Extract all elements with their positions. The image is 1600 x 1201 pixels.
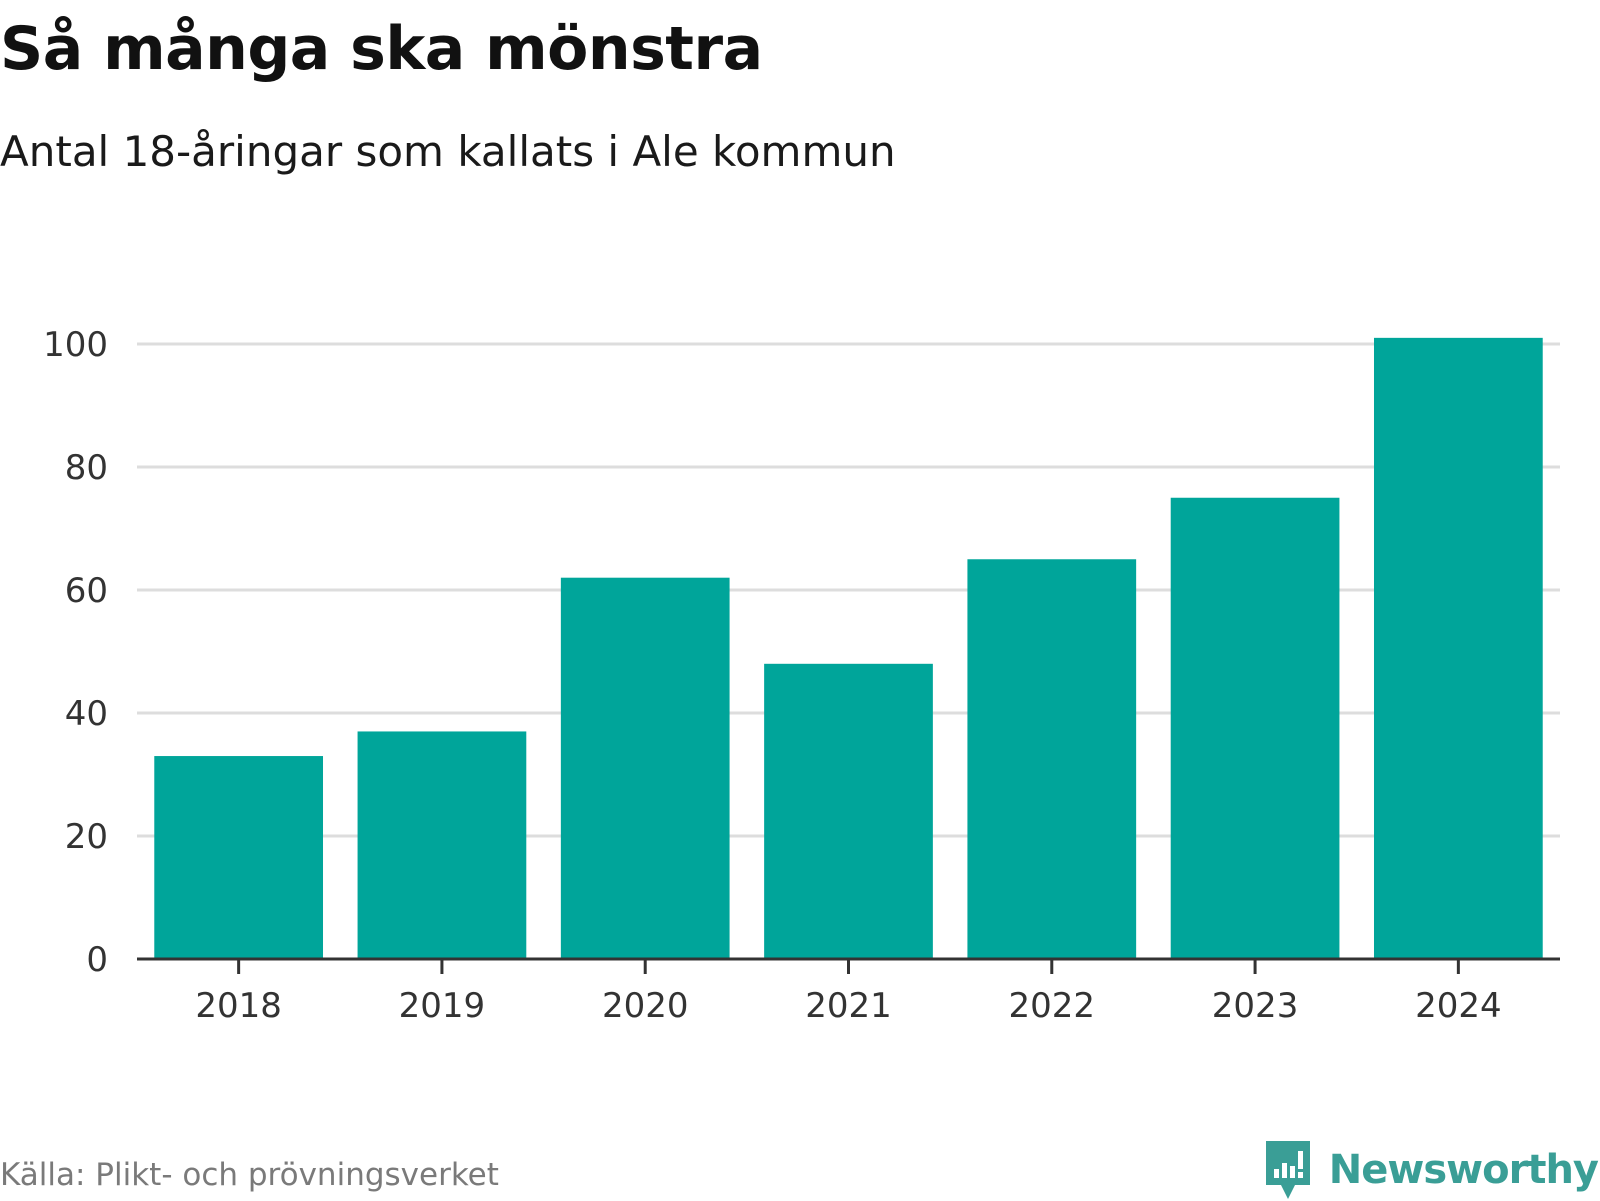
y-tick-label-60: 60 (65, 571, 108, 611)
x-tick-label-2024: 2024 (1415, 986, 1502, 1026)
chart-title: Så många ska mönstra (0, 14, 763, 84)
bar-2024 (1373, 337, 1543, 960)
y-tick-label-20: 20 (65, 817, 108, 857)
y-tick-label-0: 0 (86, 940, 108, 980)
x-tick-label-2022: 2022 (1009, 986, 1096, 1026)
bar-2019 (357, 731, 527, 959)
bar-2023 (1170, 497, 1340, 959)
x-axis-labels: 2018 2019 2020 2021 2022 2023 2024 (195, 986, 1501, 1026)
y-tick-label-100: 100 (43, 325, 108, 365)
bars (154, 337, 1543, 960)
chart-bubble-icon (1265, 1141, 1310, 1199)
x-tick-label-2019: 2019 (399, 986, 486, 1026)
brand-logo: Newsworthy (1263, 1139, 1599, 1201)
bar-2020 (560, 577, 730, 959)
x-axis (137, 957, 1560, 974)
source-note: Källa: Plikt- och prövningsverket (0, 1157, 499, 1193)
y-axis-labels: 0 20 40 60 80 100 (43, 325, 108, 980)
y-tick-label-40: 40 (65, 694, 108, 734)
bar-2018 (154, 756, 324, 959)
bar-2021 (764, 663, 933, 959)
x-tick-label-2020: 2020 (602, 986, 689, 1026)
brand-name: Newsworthy (1328, 1147, 1599, 1193)
bar-chart: 0 20 40 60 80 100 2018 2019 2020 2021 2022 2023 202… (43, 325, 1560, 1026)
x-tick-label-2021: 2021 (805, 986, 892, 1026)
chart-subtitle: Antal 18-åringar som kallats i Ale kommu… (0, 127, 896, 176)
x-tick-label-2018: 2018 (195, 986, 282, 1026)
x-tick-label-2023: 2023 (1212, 986, 1299, 1026)
bar-2022 (967, 559, 1137, 959)
y-tick-label-80: 80 (65, 448, 108, 488)
